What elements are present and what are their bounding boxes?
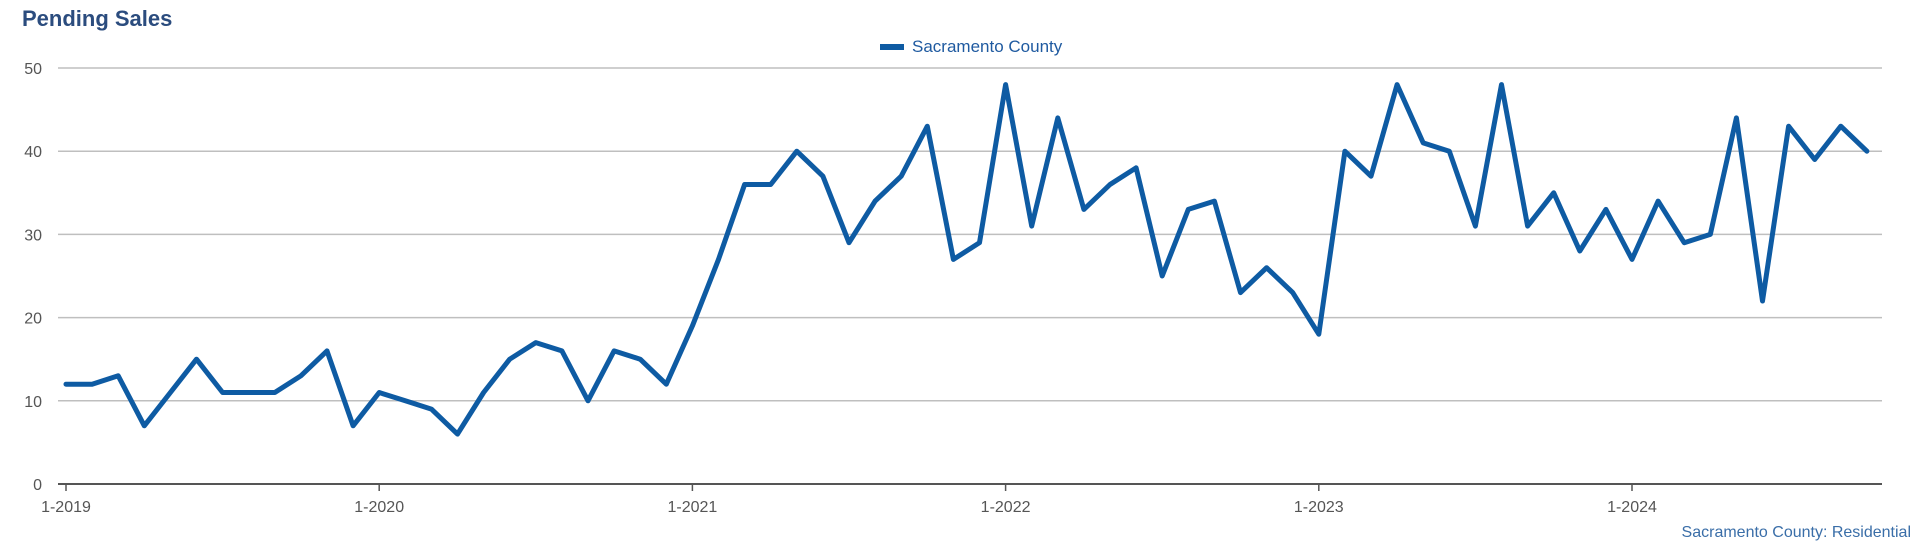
data-point (1159, 273, 1165, 279)
source-label: Sacramento County: Residential (1681, 524, 1911, 541)
data-point (559, 348, 565, 354)
data-point (1760, 298, 1766, 304)
data-point (1238, 290, 1244, 296)
data-point (1707, 231, 1713, 237)
data-point (1603, 206, 1609, 212)
data-point (115, 373, 121, 379)
data-point (585, 398, 591, 404)
data-point (977, 240, 983, 246)
data-point (768, 181, 774, 187)
data-point (1133, 165, 1139, 171)
y-tick-label: 20 (24, 311, 42, 328)
data-point (820, 173, 826, 179)
data-point (1394, 82, 1400, 88)
data-point (663, 381, 669, 387)
data-point (924, 123, 930, 129)
y-tick-label: 40 (24, 144, 42, 161)
data-point (402, 398, 408, 404)
data-point (298, 373, 304, 379)
legend-label: Sacramento County (912, 37, 1063, 56)
data-point (272, 389, 278, 395)
data-point (1107, 181, 1113, 187)
data-point (1577, 248, 1583, 254)
data-point (455, 431, 461, 437)
data-point (1864, 148, 1870, 154)
data-point (1342, 148, 1348, 154)
y-tick-label: 50 (24, 61, 42, 78)
data-point (376, 389, 382, 395)
data-point (428, 406, 434, 412)
data-point (246, 389, 252, 395)
y-tick-label: 30 (24, 227, 42, 244)
data-point (637, 356, 643, 362)
x-tick-label: 1-2019 (41, 499, 91, 516)
data-point (1081, 206, 1087, 212)
data-point (1655, 198, 1661, 204)
x-tick-label: 1-2024 (1607, 499, 1657, 516)
data-point (507, 356, 513, 362)
x-tick-label: 1-2020 (354, 499, 404, 516)
data-point (481, 389, 487, 395)
data-point (1681, 240, 1687, 246)
data-point (1420, 140, 1426, 146)
data-point (1185, 206, 1191, 212)
data-point (1551, 190, 1557, 196)
data-point (1838, 123, 1844, 129)
legend-swatch (880, 44, 904, 50)
data-point (950, 256, 956, 262)
data-point (1211, 198, 1217, 204)
data-point (1733, 115, 1739, 121)
x-tick-label: 1-2021 (667, 499, 717, 516)
data-point (1055, 115, 1061, 121)
data-point (324, 348, 330, 354)
data-point (1499, 82, 1505, 88)
data-point (1525, 223, 1531, 229)
data-point (1316, 331, 1322, 337)
data-point (1472, 223, 1478, 229)
x-tick-label: 1-2022 (981, 499, 1031, 516)
data-point (350, 423, 356, 429)
y-tick-label: 10 (24, 394, 42, 411)
data-point (846, 240, 852, 246)
data-point (167, 389, 173, 395)
data-point (63, 381, 69, 387)
data-point (689, 323, 695, 329)
data-point (872, 198, 878, 204)
series-line (63, 82, 1870, 437)
data-point (716, 256, 722, 262)
x-tick-label: 1-2023 (1294, 499, 1344, 516)
data-point (220, 389, 226, 395)
chart-title: Pending Sales (22, 6, 173, 31)
data-point (611, 348, 617, 354)
data-point (1290, 290, 1296, 296)
data-point (1786, 123, 1792, 129)
data-point (194, 356, 200, 362)
data-point (533, 340, 539, 346)
data-point (89, 381, 95, 387)
data-point (1368, 173, 1374, 179)
data-point (794, 148, 800, 154)
data-point (1629, 256, 1635, 262)
data-point (1264, 265, 1270, 271)
data-point (742, 181, 748, 187)
y-tick-label: 0 (33, 477, 42, 494)
data-point (141, 423, 147, 429)
data-point (1003, 82, 1009, 88)
data-point (1812, 157, 1818, 163)
data-point (898, 173, 904, 179)
data-point (1446, 148, 1452, 154)
legend[interactable]: Sacramento County (880, 37, 1062, 57)
data-point (1029, 223, 1035, 229)
